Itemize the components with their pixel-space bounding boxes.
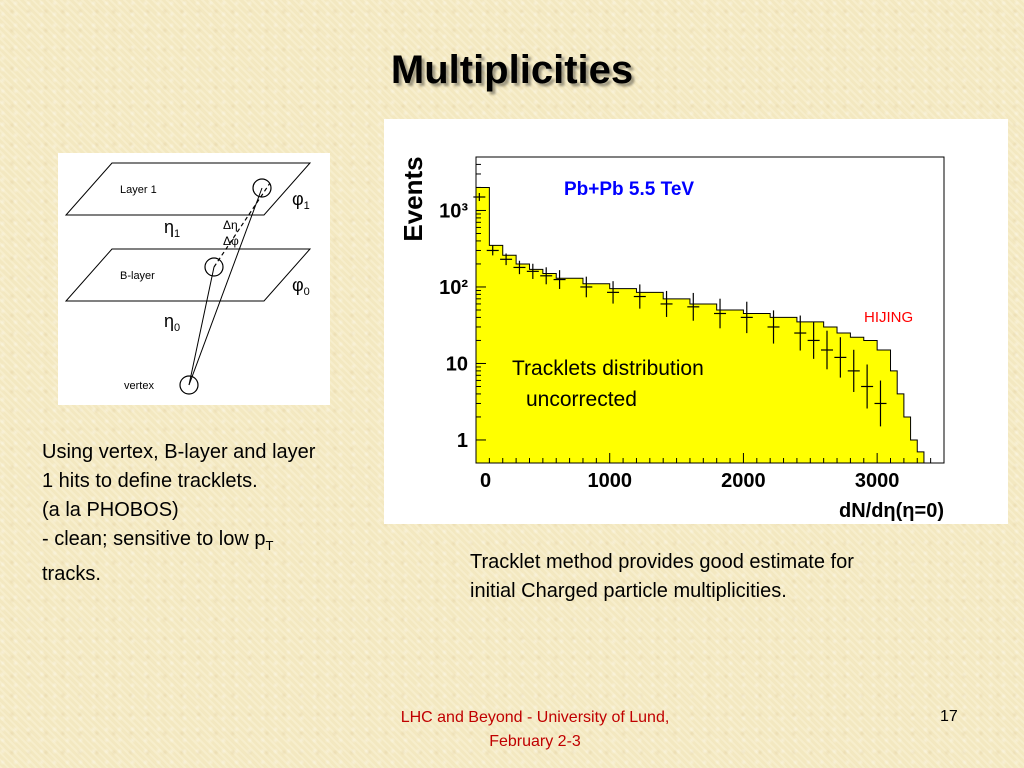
track-line-inner [188,266,215,386]
blayer-label: B-layer [120,270,155,282]
delta-eta-symbol: Δη [223,218,238,232]
tracklet-point [486,245,499,256]
multiplicity-histogram: 10³ 10² 10 10 1000 2000 3000 Events dN/dη(η=0)… [398,156,945,522]
x-tick-label: 2000 [721,470,766,492]
left-description: Using vertex, B-layer and layer 1 hits t… [42,438,402,589]
layer1-hit [252,178,272,198]
phi1-symbol: φ1 [292,189,310,212]
blayer-hit [204,257,224,277]
tracklet-point [607,281,620,304]
tracklet-point [847,349,860,392]
y-tick-label: 10 [446,353,468,375]
tracklet-point [714,298,727,329]
tracklet-diagram: Layer 1 B-layer vertex φ1 φ0 η1 η0 Δη Δφ [58,153,330,405]
tracklet-point [526,263,539,279]
hijing-label: HIJING [864,309,913,326]
right-text-line2: initial Charged particle multiplicities. [470,580,787,602]
tracklet-point [580,276,593,298]
tracklet-point [473,193,486,202]
eta1-symbol: η1 [164,217,180,240]
legend-title: Pb+Pb 5.5 TeV [564,179,694,200]
slide-title: Multiplicities [390,48,634,92]
x-tick-label: 1000 [587,470,632,492]
tracklet-point [807,322,820,359]
tracklet-dashed [213,182,271,268]
tracklet-point [834,337,847,378]
y-tick-label: 10² [439,277,468,299]
page-number: 17 [940,708,958,725]
x-axis-label: dN/dη(η=0) [839,500,944,522]
tracklet-point [500,253,513,266]
tracklet-point [767,310,780,344]
tracklet-point [540,267,553,285]
footer-line2: February 2-3 [489,733,581,750]
multiplicity-plot: 10³ 10² 10 1 0 1000 2000 3000 Events dN/dη(η=0)… [384,119,1008,524]
tracklet-point [633,284,646,309]
tracklet-point [794,315,807,351]
tracklet-point [553,270,566,289]
track-line-outer [188,187,263,386]
tracklet-point [740,301,753,334]
tracklets-annotation-line2: uncorrected [526,388,637,411]
tracklet-point [861,364,874,409]
tracklet-diagram-svg: Layer 1 B-layer vertex φ1 φ0 η1 η0 Δη Δφ [64,162,312,395]
eta0-symbol: η0 [164,311,180,334]
phi0-symbol: φ0 [292,275,310,298]
y-tick-label: 10³ [439,200,468,222]
tracklet-point [660,290,673,317]
right-text-line1: Tracklet method provides good estimate f… [470,551,854,573]
left-text-line5: tracks. [42,563,101,585]
hijing-histogram [475,186,925,464]
x-tick-label: 3000 [855,470,900,492]
footer-citation: LHC and Beyond - University of Lund, Feb… [350,706,720,754]
vertex-label: vertex [124,380,154,392]
x-tick-label: 0 [480,470,491,492]
y-tick-label: 1 [457,430,468,452]
left-text-line1: Using vertex, B-layer and layer [42,441,316,463]
delta-phi-symbol: Δφ [223,234,239,248]
y-axis-label: Events [398,156,428,241]
tracklets-annotation-line1: Tracklets distribution [512,357,704,380]
footer-line1: LHC and Beyond - University of Lund, [400,709,670,726]
vertex-point [179,375,199,395]
left-text-line3: (a la PHOBOS) [42,499,179,521]
right-description: Tracklet method provides good estimate f… [470,548,1010,606]
blayer-plane [64,248,312,302]
tracklet-point [821,330,833,370]
tracklet-point [874,380,887,427]
layer1-plane [64,162,312,216]
tracklet-point [513,260,526,275]
layer1-label: Layer 1 [120,184,157,196]
tracklet-point [687,292,700,321]
left-text-line2: 1 hits to define tracklets. [42,470,258,492]
left-text-line4: - clean; sensitive to low pT [42,528,274,553]
